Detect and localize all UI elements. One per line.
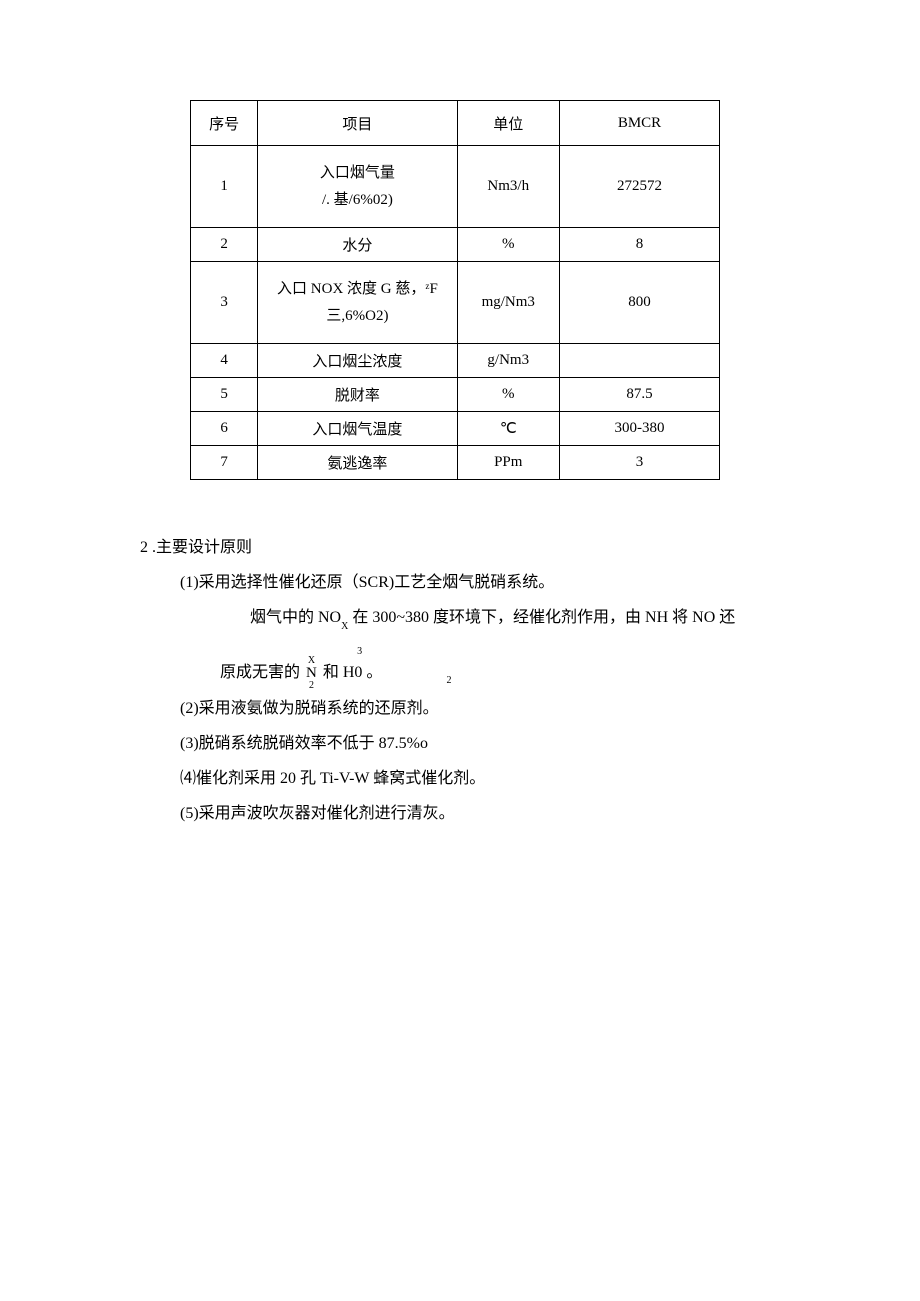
cell-unit: PPm (457, 446, 559, 480)
th-no: 序号 (191, 101, 258, 146)
cell-item: 脱财率 (258, 378, 457, 412)
stack-n: N (306, 665, 317, 681)
cell-unit: % (457, 378, 559, 412)
cell-unit: % (457, 228, 559, 262)
p1a-post: 将 NO 还 (672, 609, 735, 626)
cell-no: 7 (191, 446, 258, 480)
spec-table: 序号 项目 单位 BMCR 1入口烟气量/. 基/6%02)Nm3/h27257… (190, 100, 720, 480)
p1: (1)采用选择性催化还原（SCR)工艺全烟气脱硝系统。 (180, 565, 780, 600)
cell-no: 4 (191, 344, 258, 378)
cell-item: 入口烟气量/. 基/6%02) (258, 146, 457, 228)
cell-no: 3 (191, 262, 258, 344)
cell-item: 水分 (258, 228, 457, 262)
stack-2: 2 (309, 680, 314, 691)
cell-unit: mg/Nm3 (457, 262, 559, 344)
cell-val: 3 (559, 446, 719, 480)
table-row: 6入口烟气温度℃300-380 (191, 412, 720, 446)
table-header-row: 序号 项目 单位 BMCR (191, 101, 720, 146)
page: 序号 项目 单位 BMCR 1入口烟气量/. 基/6%02)Nm3/h27257… (0, 0, 920, 931)
p1a-pre: 烟气中的 NO (250, 609, 341, 626)
p1b-end: 。 (366, 664, 382, 681)
table-row: 4入口烟尘浓度g/Nm3 (191, 344, 720, 378)
p1a-sub3-line: 烟气中的 NO在3 (250, 636, 780, 655)
section-heading: 2 .主要设计原则 (140, 530, 780, 565)
cell-item: 入口烟气温度 (258, 412, 457, 446)
cell-item: 入口烟尘浓度 (258, 344, 457, 378)
table-body: 1入口烟气量/. 基/6%02)Nm3/h2725722水分%83入口 NOX … (191, 146, 720, 480)
table-row: 5脱财率%87.5 (191, 378, 720, 412)
cell-item: 氨逃逸率 (258, 446, 457, 480)
table-row: 3入口 NOX 浓度 G 慈，ᶻF三,6%O2)mg/Nm3800 (191, 262, 720, 344)
cell-val: 800 (559, 262, 719, 344)
cell-val: 300-380 (559, 412, 719, 446)
cell-no: 1 (191, 146, 258, 228)
cell-unit: ℃ (457, 412, 559, 446)
p1a: 烟气中的 NOX 在 300~380 度环境下，经催化剂作用，由 NH 将 NO… (250, 600, 780, 635)
cell-val: 272572 (559, 146, 719, 228)
table-row: 1入口烟气量/. 基/6%02)Nm3/h272572 (191, 146, 720, 228)
th-unit: 单位 (457, 101, 559, 146)
cell-no: 6 (191, 412, 258, 446)
cell-val: 87.5 (559, 378, 719, 412)
p1a-mid: 在 300~380 度环境下，经催化剂作用，由 NH (352, 609, 668, 626)
p1b-pre: 原成无害的 (220, 664, 300, 681)
cell-unit: Nm3/h (457, 146, 559, 228)
p1b: 原成无害的 X N 2 和 H0 。 2 (220, 655, 780, 691)
cell-no: 5 (191, 378, 258, 412)
sub-2b: 2 (446, 675, 451, 686)
p1b-and: 和 H0 (323, 664, 363, 681)
cell-val (559, 344, 719, 378)
table-row: 7氨逃逸率PPm3 (191, 446, 720, 480)
cell-no: 2 (191, 228, 258, 262)
sub-3: 3 (357, 646, 362, 657)
design-principles: 2 .主要设计原则 (1)采用选择性催化还原（SCR)工艺全烟气脱硝系统。 烟气… (140, 530, 780, 831)
p2: (2)采用液氨做为脱硝系统的还原剂。 (180, 691, 780, 726)
sub-x: X (341, 621, 348, 632)
p3: (3)脱硝系统脱硝效率不低于 87.5%o (180, 726, 780, 761)
p4: ⑷催化剂采用 20 孔 Ti-V-W 蜂窝式催化剂。 (180, 761, 780, 796)
cell-val: 8 (559, 228, 719, 262)
th-item: 项目 (258, 101, 457, 146)
cell-unit: g/Nm3 (457, 344, 559, 378)
table-row: 2水分%8 (191, 228, 720, 262)
p5: (5)采用声波吹灰器对催化剂进行清灰。 (180, 796, 780, 831)
th-val: BMCR (559, 101, 719, 146)
cell-item: 入口 NOX 浓度 G 慈，ᶻF三,6%O2) (258, 262, 457, 344)
n2-stack: X N 2 (306, 656, 317, 691)
